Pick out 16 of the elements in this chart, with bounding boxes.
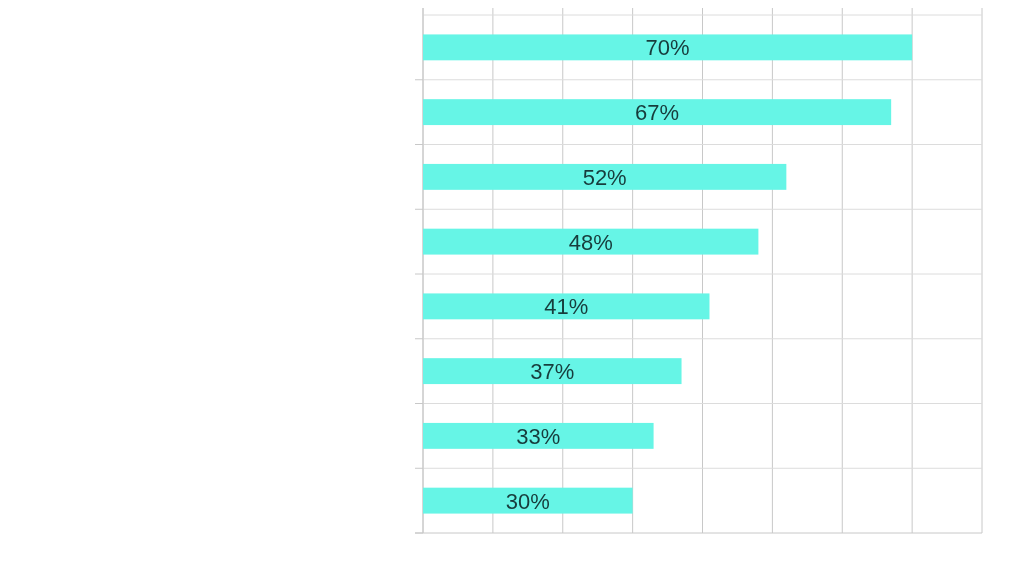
data-label: 37%	[530, 359, 575, 385]
bar	[423, 293, 710, 320]
data-label: 30%	[505, 488, 550, 514]
data-label: 52%	[582, 164, 627, 190]
data-label: 48%	[568, 229, 613, 255]
data-label: 41%	[544, 294, 589, 320]
bar	[423, 487, 633, 514]
bar	[423, 34, 913, 61]
bar	[423, 358, 682, 385]
bar	[423, 99, 892, 126]
bar	[423, 228, 759, 255]
bar	[423, 163, 787, 190]
data-label: 33%	[516, 423, 561, 449]
bar	[423, 422, 654, 449]
data-label: 70%	[645, 35, 690, 61]
data-label: 67%	[635, 100, 680, 126]
